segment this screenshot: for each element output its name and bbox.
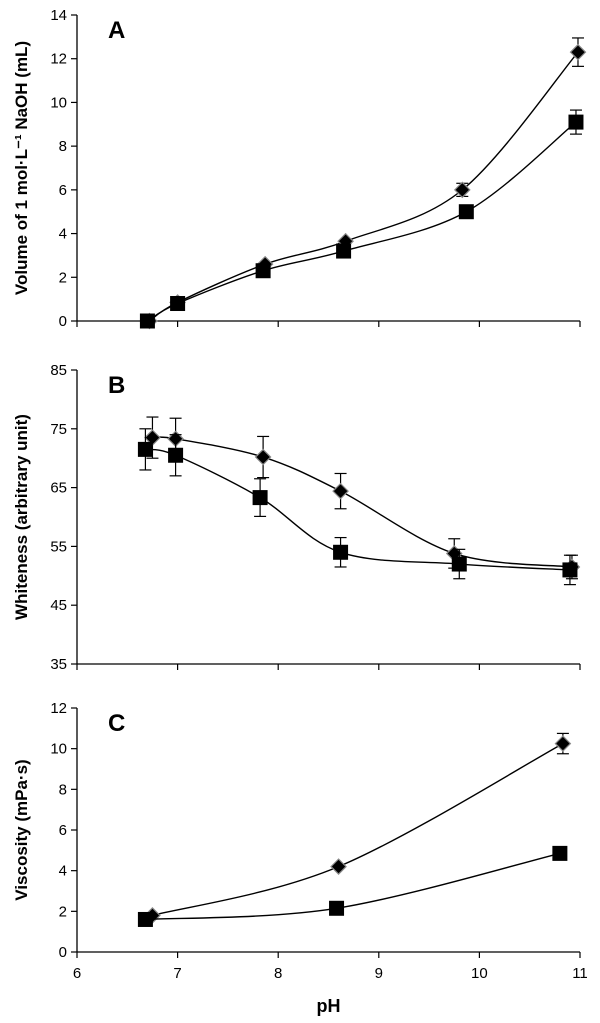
series-diamond [144,732,572,924]
y-tick-label: 2 [59,269,67,286]
diamond-marker [554,735,572,752]
square-marker [458,204,474,220]
series-square [137,428,578,586]
series-line [152,742,564,917]
y-tick-label: 75 [50,421,67,438]
series-line [149,51,579,322]
chart-panel-c: 0 2 4 6 8 10 12 6 7 8 9 10 11 Viscosity (mPa·s) pH C [12,700,588,1016]
y-tick-label: 45 [50,597,67,614]
panel-label: C [108,710,125,737]
y-tick-label: 12 [50,700,67,717]
series-diamond [141,37,587,330]
y-tick-label: 10 [50,741,67,758]
y-tick-label: 35 [50,656,67,673]
diamond-marker [254,448,272,466]
square-marker [137,441,153,457]
square-marker [168,447,184,463]
diamond-marker [332,482,349,500]
y-tick-label: 6 [59,182,67,199]
y-tick-label: 14 [50,7,67,24]
series-square [137,845,568,927]
y-tick-label: 8 [59,138,67,155]
chart-panel-b: 35 45 55 65 75 85 Whiteness (arbitrary unit) B [12,362,581,673]
y-tick-label: 8 [59,781,67,798]
y-tick-label: 6 [59,822,67,839]
y-tick-label: 0 [59,944,67,961]
x-tick-label: 9 [375,965,383,982]
y-tick-label: 0 [59,313,67,330]
chart-panels: 0 2 4 6 8 10 12 14 Volume of 1 mol·L⁻¹ NaOH (mL)… [12,7,588,1016]
square-marker [137,911,153,927]
series-line [152,436,573,568]
x-tick-label: 11 [572,965,588,982]
diamond-marker [569,43,587,61]
square-marker [568,114,584,130]
y-tick-label: 85 [50,362,67,379]
square-marker [562,562,578,578]
square-marker [139,313,155,329]
y-tick-label: 10 [50,94,67,111]
series-line [145,448,570,571]
square-marker [255,263,271,279]
y-tick-label: 4 [59,863,67,880]
diamond-marker [453,181,471,199]
y-tick-label: 12 [50,51,67,68]
y-axis-label: Viscosity (mPa·s) [12,759,31,900]
chart-panel-a: 0 2 4 6 8 10 12 14 Volume of 1 mol·L⁻¹ NaOH (mL)… [12,7,587,330]
square-marker [552,845,568,861]
series-line [147,121,577,322]
y-tick-label: 65 [50,480,67,497]
x-tick-label: 8 [274,965,282,982]
panel-label: A [108,17,125,44]
x-tick-label: 10 [471,965,488,982]
y-axis-label: Whiteness (arbitrary unit) [12,414,31,620]
series-square [139,109,584,329]
y-axis-label: Volume of 1 mol·L⁻¹ NaOH (mL) [12,41,31,295]
y-tick-label: 55 [50,538,67,555]
y-tick-label: 4 [59,226,67,243]
square-marker [333,544,349,560]
square-marker [170,296,186,312]
series-diamond [144,416,581,580]
panel-label: B [108,372,125,399]
square-marker [451,556,467,572]
square-marker [336,243,352,259]
y-tick-label: 2 [59,903,67,920]
x-axis-label: pH [317,996,341,1016]
x-tick-label: 6 [73,965,81,982]
x-tick-label: 7 [173,965,181,982]
diamond-marker [330,858,347,875]
square-marker [329,900,345,916]
series-line [145,852,561,921]
square-marker [252,490,268,506]
